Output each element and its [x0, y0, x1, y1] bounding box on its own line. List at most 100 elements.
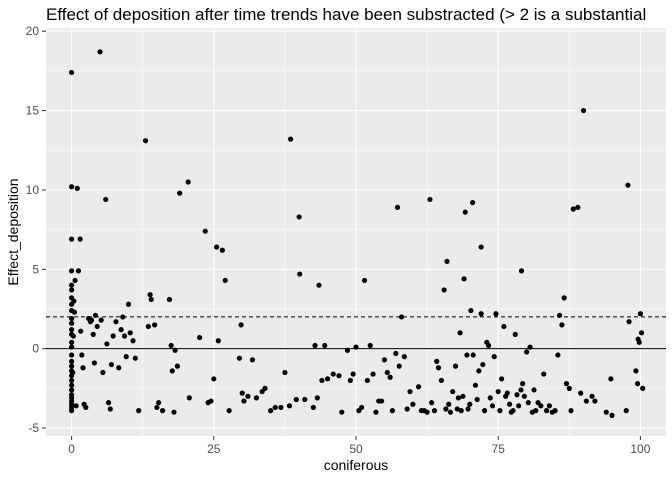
chart-title: Effect of deposition after time trends h… — [46, 5, 647, 24]
x-tick-labels: 0 25 50 75 100 — [68, 442, 650, 456]
data-point — [470, 200, 476, 206]
data-point — [83, 404, 89, 411]
data-point — [608, 376, 614, 382]
data-point — [70, 333, 76, 339]
data-point — [68, 268, 75, 274]
data-point — [521, 393, 527, 399]
data-point — [152, 322, 158, 328]
data-point — [559, 322, 565, 328]
data-point — [241, 398, 247, 404]
data-point — [468, 307, 474, 314]
data-point — [90, 331, 96, 337]
data-point — [625, 182, 631, 188]
data-point — [364, 377, 370, 384]
data-point — [441, 287, 447, 293]
data-point — [499, 376, 505, 382]
data-point — [336, 373, 342, 379]
data-point — [561, 295, 567, 301]
x-tick-label: 25 — [207, 442, 221, 456]
data-point — [68, 236, 75, 242]
data-point — [512, 331, 518, 337]
data-point — [68, 363, 75, 369]
data-point — [324, 376, 331, 382]
data-point — [487, 395, 493, 401]
data-point — [110, 333, 116, 339]
data-point — [286, 403, 293, 409]
data-point — [171, 409, 177, 415]
data-point — [427, 196, 433, 203]
data-point — [172, 347, 178, 353]
data-point — [186, 395, 192, 401]
y-tick-label: 20 — [26, 24, 40, 38]
data-point — [575, 204, 581, 210]
x-tick-label: 50 — [349, 442, 363, 456]
data-point — [91, 360, 97, 366]
data-point — [424, 409, 430, 415]
data-point — [501, 323, 507, 330]
data-point — [113, 319, 119, 325]
data-point — [538, 403, 544, 409]
data-point — [148, 296, 154, 303]
data-point — [464, 352, 470, 358]
data-point — [370, 371, 376, 377]
data-point — [219, 247, 225, 253]
data-point — [68, 387, 75, 393]
data-point — [68, 358, 75, 364]
data-point — [589, 393, 595, 399]
data-point — [253, 395, 260, 401]
data-point — [125, 301, 132, 307]
data-point — [381, 357, 388, 363]
data-point — [94, 323, 100, 330]
data-point — [68, 327, 75, 333]
data-point — [154, 404, 160, 411]
data-point — [438, 377, 444, 384]
data-point — [465, 406, 471, 412]
data-point — [211, 376, 217, 382]
data-point — [79, 352, 85, 358]
data-point — [389, 407, 396, 414]
data-point — [118, 327, 124, 333]
data-point — [185, 179, 191, 185]
data-point — [168, 342, 174, 349]
data-point — [603, 409, 609, 415]
y-tick-label: 15 — [26, 104, 40, 118]
data-point — [460, 393, 466, 399]
data-point — [312, 342, 318, 349]
data-point — [489, 403, 496, 409]
data-point — [293, 396, 299, 403]
data-point — [531, 387, 537, 393]
data-point — [330, 371, 336, 377]
data-point — [268, 407, 274, 414]
data-point — [310, 404, 316, 411]
data-point — [214, 244, 220, 250]
data-point — [497, 407, 503, 414]
data-point — [98, 317, 104, 323]
data-point — [77, 236, 83, 242]
data-point — [510, 407, 516, 414]
data-point — [393, 350, 399, 357]
data-point — [107, 406, 113, 412]
data-point — [557, 312, 563, 318]
data-point — [637, 311, 644, 317]
data-point — [71, 309, 78, 315]
data-point — [68, 352, 75, 358]
data-point — [262, 385, 268, 391]
data-point — [108, 361, 115, 368]
data-point — [626, 319, 632, 325]
data-point — [367, 342, 373, 349]
data-point — [156, 400, 162, 406]
data-point — [478, 244, 484, 250]
data-point — [404, 406, 410, 412]
data-point — [272, 404, 278, 411]
data-point — [518, 387, 524, 393]
axis-ticks — [42, 30, 641, 440]
data-point — [568, 407, 574, 414]
data-point — [434, 358, 440, 364]
data-point — [394, 204, 401, 210]
x-tick-label: 75 — [492, 442, 506, 456]
data-point — [73, 403, 79, 409]
data-point — [455, 395, 461, 401]
data-point — [431, 407, 438, 414]
data-point — [100, 369, 106, 376]
